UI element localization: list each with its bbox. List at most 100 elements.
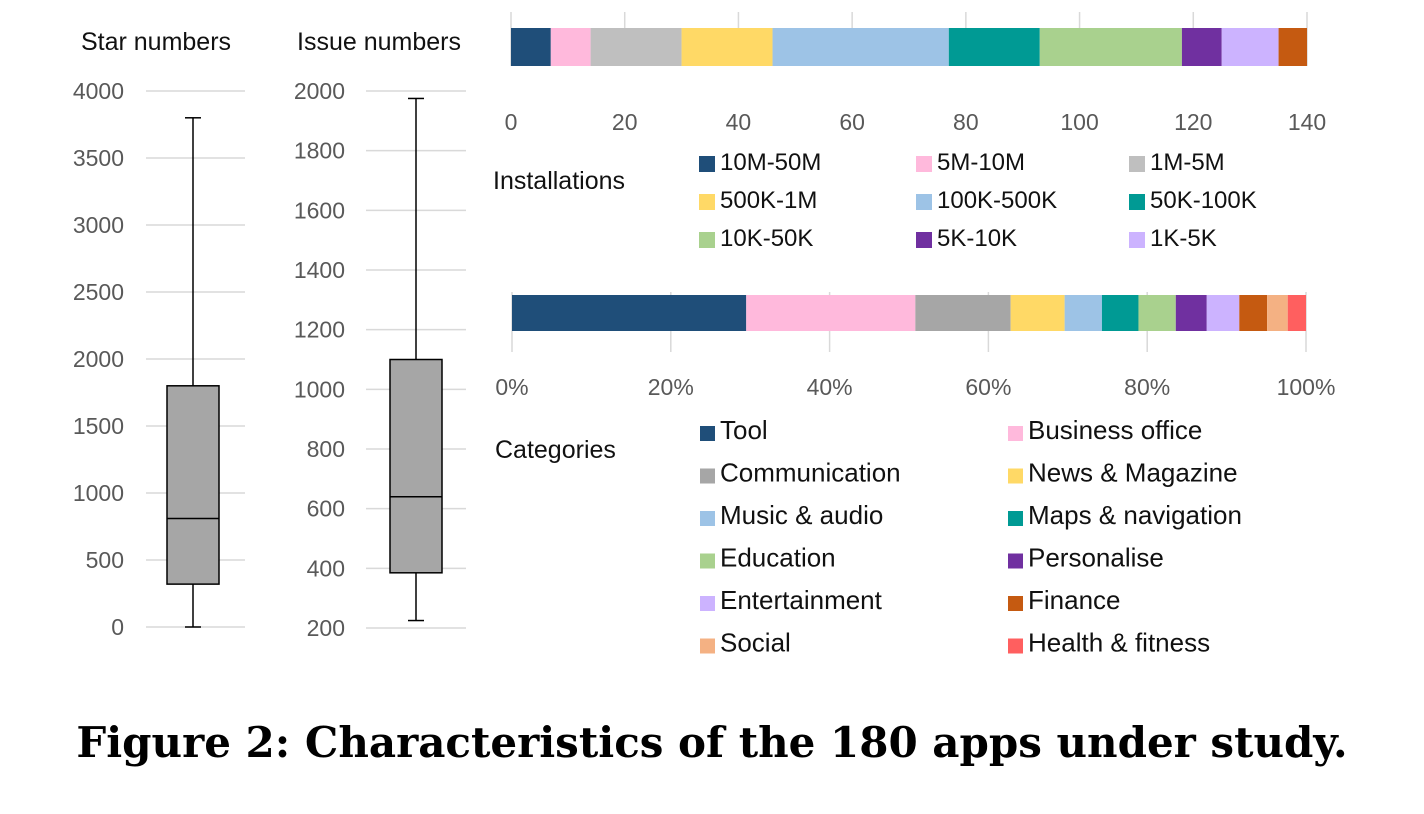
y-tick-label: 2000 — [294, 78, 345, 104]
bar-segment-100k-500k — [772, 28, 949, 66]
x-tick-label: 100 — [1060, 109, 1098, 135]
bar-segment-5m-10m — [550, 28, 591, 66]
figure-caption: Figure 2: Characteristics of the 180 app… — [76, 718, 1348, 767]
legend-label: Business office — [1028, 415, 1202, 445]
star-numbers-boxplot: Star numbers 0 500 1000 1500 2000 2500 3000 3500… — [73, 28, 245, 640]
y-tick-label: 200 — [307, 615, 345, 641]
legend-swatch — [1129, 232, 1145, 248]
bar-segment-50k-100k — [948, 28, 1040, 66]
legend-swatch — [1008, 638, 1023, 654]
legend-swatch — [699, 194, 715, 210]
x-tick-label: 140 — [1288, 109, 1326, 135]
x-tick-label: 20 — [612, 109, 638, 135]
legend-swatch — [1008, 596, 1023, 611]
x-tick-label: 40% — [807, 374, 853, 400]
bar-segment-news-magazine — [1010, 295, 1065, 331]
figure-charts: Star numbers0500100015002000250030003500… — [73, 12, 1335, 658]
bar-segment-500k-1m — [681, 28, 773, 66]
legend-swatch — [916, 232, 932, 248]
bar-segment-unlabeled — [1278, 28, 1307, 66]
iqr-box — [166, 385, 220, 585]
legend-swatch — [1008, 468, 1023, 484]
iqr-box — [389, 358, 443, 574]
bar-segment-10m-50m — [511, 28, 551, 66]
legend-label: 1K-5K — [1150, 225, 1217, 252]
legend-swatch — [700, 596, 715, 611]
x-tick-label: 0 — [505, 109, 518, 135]
legend-label: News & Magazine — [1028, 458, 1238, 488]
bar-segment-business-office — [746, 295, 916, 331]
legend-label: Social — [720, 628, 791, 658]
legend-swatch — [700, 638, 715, 654]
bar-segment-1k-5k — [1221, 28, 1279, 66]
legend-label: Finance — [1028, 585, 1121, 615]
legend-swatch — [1008, 511, 1023, 526]
x-tick-label: 60% — [965, 374, 1011, 400]
legend-label: 100K-500K — [937, 187, 1057, 214]
legend-label: Maps & navigation — [1028, 500, 1242, 530]
x-tick-label: 120 — [1174, 109, 1212, 135]
y-tick-label: 1500 — [73, 413, 124, 439]
legend-swatch — [1129, 156, 1145, 172]
y-tick-label: 1600 — [294, 197, 345, 223]
bar-segment-education — [1138, 295, 1176, 331]
x-tick-label: 0% — [495, 374, 528, 400]
y-tick-label: 400 — [307, 555, 345, 581]
y-tick-label: 1200 — [294, 317, 345, 343]
boxplot-label: Star numbers — [81, 28, 231, 56]
bar-segment-music-audio — [1064, 295, 1102, 331]
bar-segment-5k-10k — [1181, 28, 1222, 66]
bar-segment-tool — [512, 295, 747, 331]
issue-numbers-boxplot: Issue numbers 200 400 600 800 1000 1200 1400 160… — [294, 28, 466, 641]
bar-segment-communication — [915, 295, 1011, 331]
y-tick-label: 500 — [86, 547, 124, 573]
x-tick-label: 40 — [726, 109, 752, 135]
y-tick-label: 600 — [307, 496, 345, 522]
legend-label: Health & fitness — [1028, 628, 1210, 658]
y-tick-label: 0 — [111, 614, 124, 640]
legend-swatch — [699, 232, 715, 248]
x-tick-label: 80 — [953, 109, 979, 135]
installations-stacked-bar: 0 20 40 60 80 100 120 140 Installations 10M-50M 5M… — [493, 12, 1326, 252]
bar-segment-social — [1267, 295, 1288, 331]
bar-segment-maps-navigation — [1101, 295, 1139, 331]
bar-segment-personalise — [1175, 295, 1207, 331]
y-tick-label: 3000 — [73, 212, 124, 238]
legend-label: Communication — [720, 458, 901, 488]
legend-label: 5K-10K — [937, 225, 1017, 252]
legend-label: Education — [720, 543, 836, 573]
legend-label: Music & audio — [720, 500, 883, 530]
legend-swatch — [700, 511, 715, 526]
categories-stacked-bar: 0% 20% 40% 60% 80% 100% Categories Tool Business… — [495, 292, 1335, 658]
legend-label: Entertainment — [720, 585, 883, 615]
legend-swatch — [700, 426, 715, 441]
y-tick-label: 2500 — [73, 279, 124, 305]
legend-label: Tool — [720, 415, 768, 445]
bar-segment-health-fitness — [1287, 295, 1306, 331]
y-tick-label: 1000 — [73, 480, 124, 506]
x-tick-label: 20% — [648, 374, 694, 400]
x-tick-label: 60 — [839, 109, 865, 135]
y-tick-label: 1400 — [294, 257, 345, 283]
y-tick-label: 1800 — [294, 138, 345, 164]
legend-label: 500K-1M — [720, 187, 817, 214]
legend-label: 50K-100K — [1150, 187, 1257, 214]
legend-swatch — [700, 553, 715, 569]
legend-swatch — [699, 156, 715, 172]
legend-label: 10K-50K — [720, 225, 813, 252]
bar-segment-entertainment — [1206, 295, 1240, 331]
legend-swatch — [1008, 426, 1023, 441]
legend-label: 5M-10M — [937, 149, 1025, 176]
legend-swatch — [1008, 553, 1023, 569]
boxplot-label: Issue numbers — [297, 28, 461, 56]
y-tick-label: 4000 — [73, 78, 124, 104]
chart-label: Categories — [495, 436, 616, 464]
chart-label: Installations — [493, 167, 625, 195]
legend-label: Personalise — [1028, 543, 1164, 573]
bar-segment-10k-50k — [1039, 28, 1182, 66]
bar-segment-1m-5m — [590, 28, 682, 66]
y-tick-label: 800 — [307, 436, 345, 462]
legend-swatch — [916, 194, 932, 210]
legend-label: 10M-50M — [720, 149, 821, 176]
y-tick-label: 1000 — [294, 376, 345, 402]
